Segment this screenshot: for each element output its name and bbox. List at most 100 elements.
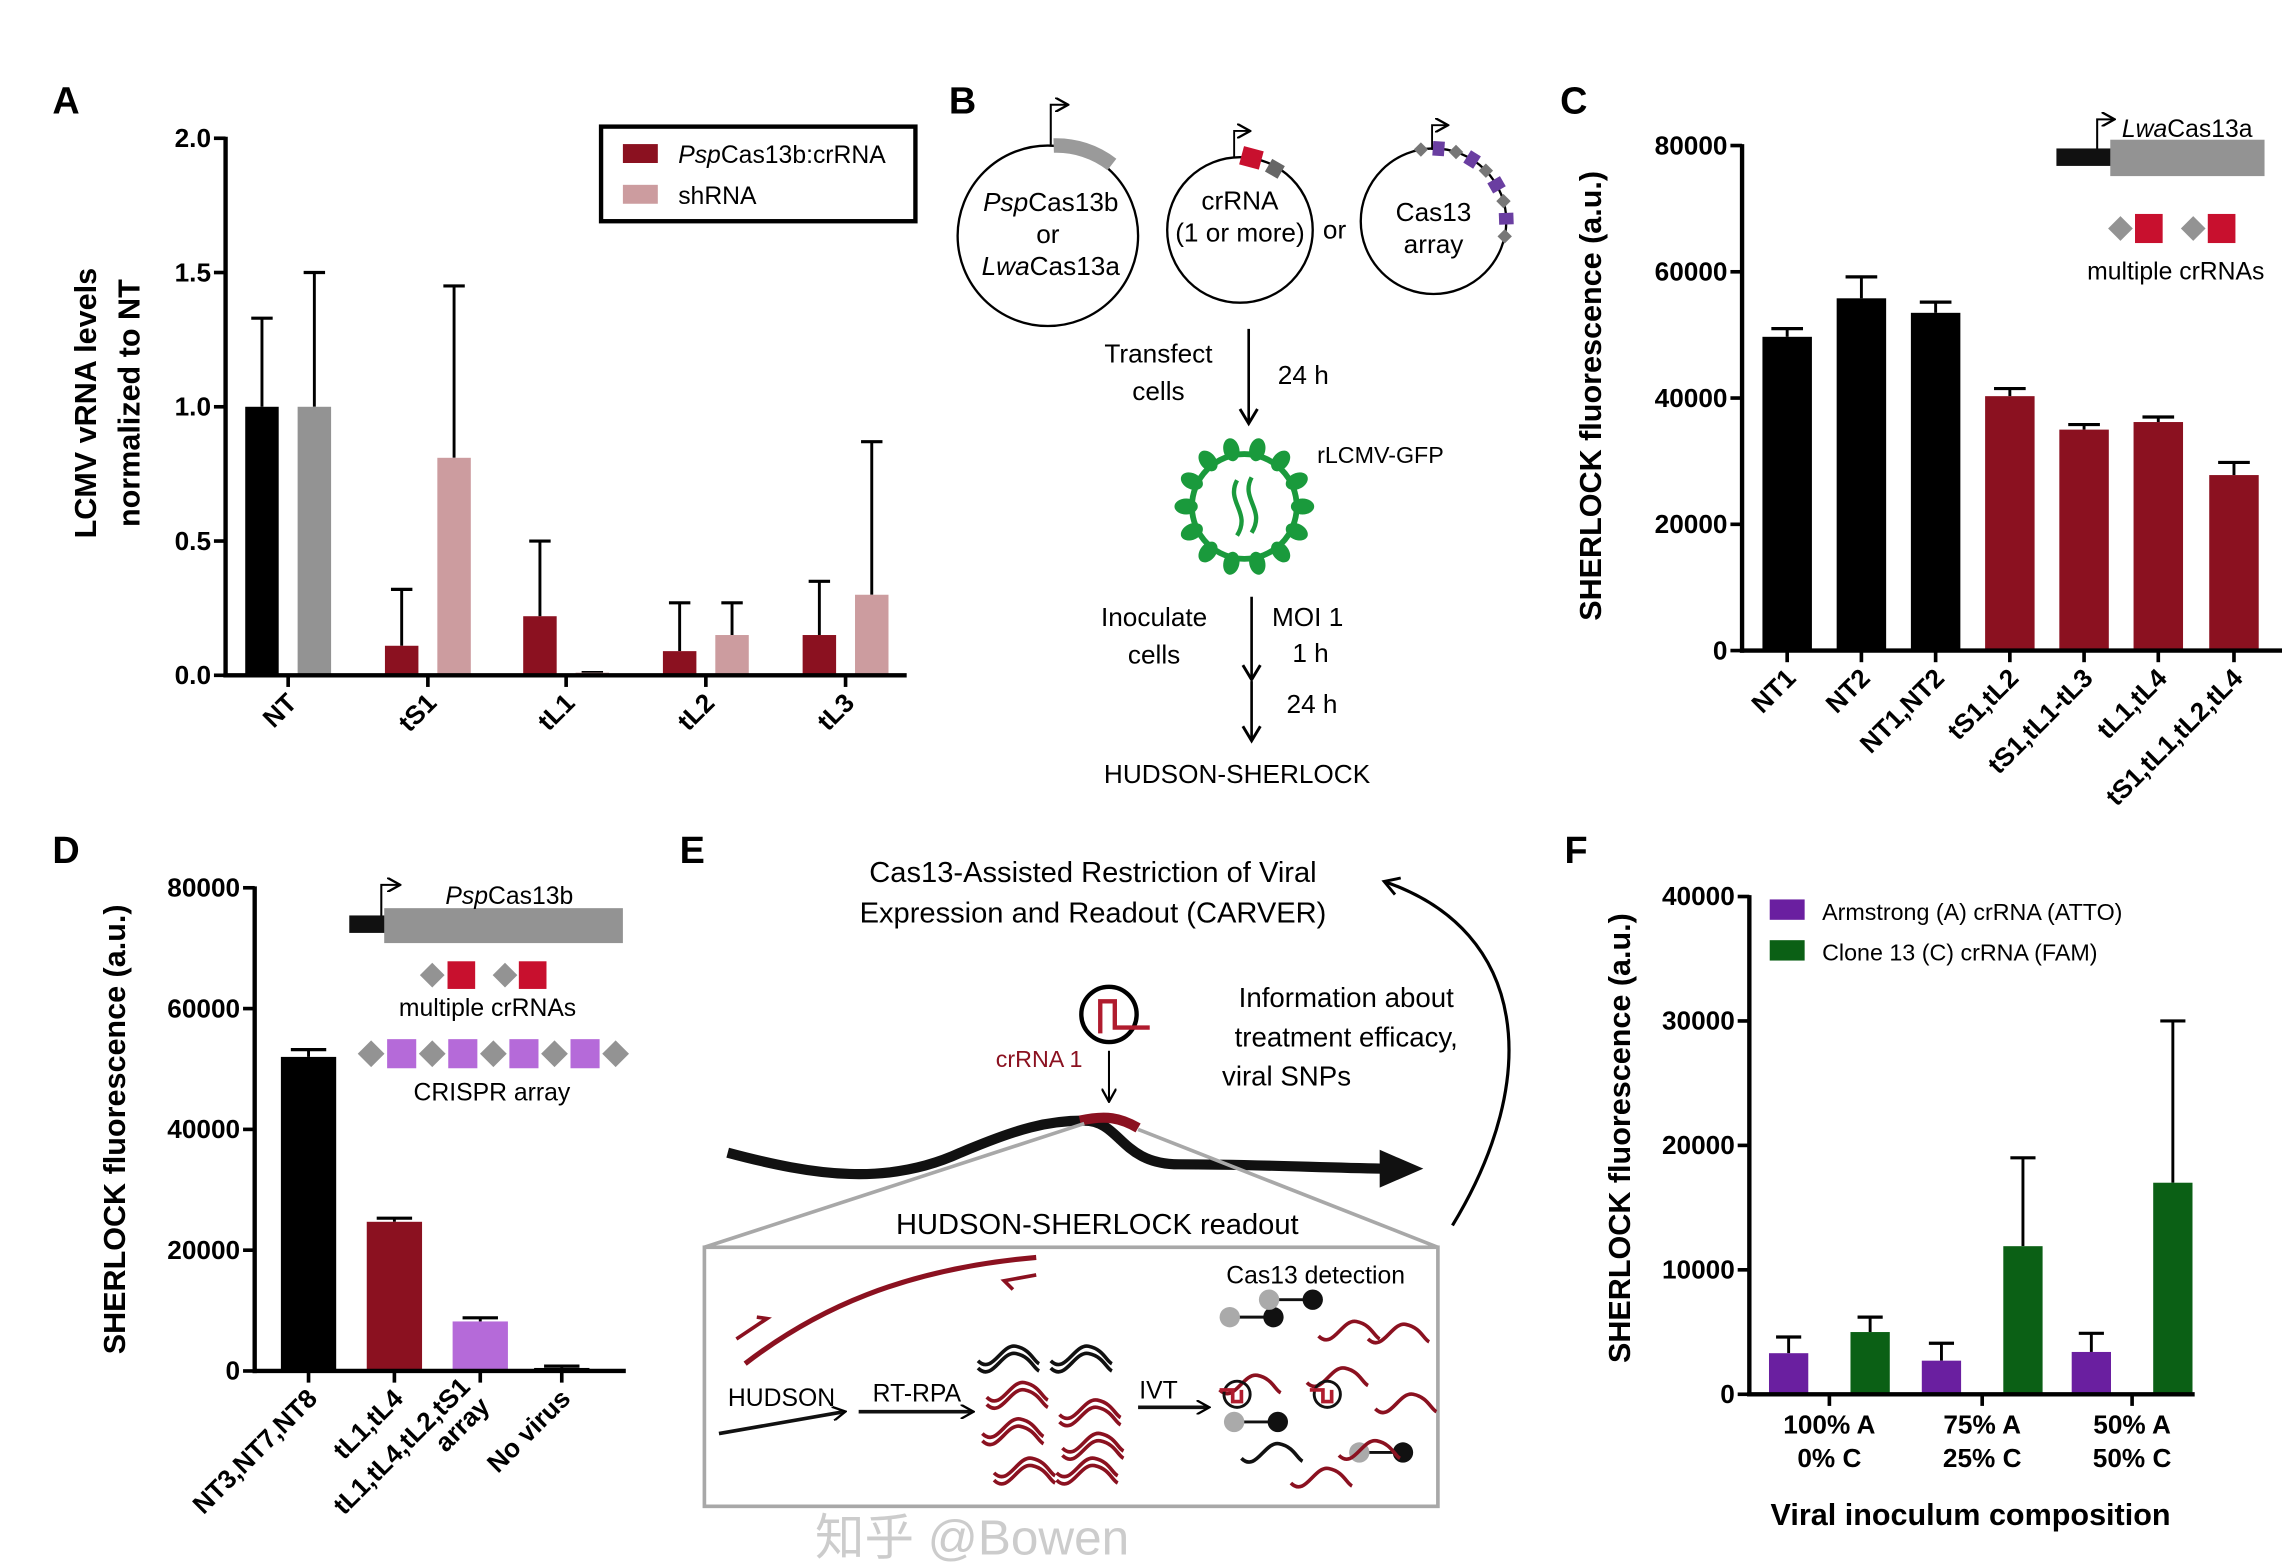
step1-time: 24 h <box>1278 360 1329 390</box>
rna-squiggle <box>992 1463 1057 1486</box>
inset-pspcas13b: PspCas13b multiple crRNAs CRISPR array <box>349 883 629 1106</box>
quencher-icon <box>1302 1289 1323 1310</box>
fluorophore-icon <box>1219 1306 1240 1328</box>
chart-f: SHERLOCK fluorescence (a.u.) Viral inocu… <box>1603 881 2195 1532</box>
bar-ts1-tl1-tl2-tl4 <box>2209 475 2259 651</box>
bar-50-a-50-c <box>2071 1351 2111 1395</box>
step2-line2: cells <box>1128 640 1180 670</box>
x-tick-label: 25% C <box>1943 1443 2022 1473</box>
hudson-label: HUDSON <box>728 1385 835 1412</box>
legend-label-clone13: Clone 13 (C) crRNA (FAM) <box>1822 940 2097 966</box>
glycoprotein-icon <box>1290 498 1315 515</box>
spacer-icon <box>1487 176 1506 194</box>
x-tick-label: No virus <box>481 1383 576 1478</box>
repeat-diamond-icon <box>419 962 445 988</box>
viral-rna-strand <box>726 1115 1383 1180</box>
y-tick-label: 0 <box>1720 1379 1735 1409</box>
bar-nt1 <box>1762 336 1812 651</box>
plasmid-text-line2: array <box>1404 229 1465 259</box>
rna-squiggle <box>976 1344 1041 1367</box>
legend-f: Armstrong (A) crRNA (ATTO) Clone 13 (C) … <box>1769 899 2122 966</box>
inset-caption-array: CRISPR array <box>414 1079 571 1106</box>
spacer-icon <box>1463 150 1481 169</box>
y-tick-label: 40000 <box>167 1114 240 1144</box>
glycoprotein-icon <box>1285 472 1308 491</box>
x-tick-label: NT1 <box>1745 663 1801 719</box>
panel-b-diagram: PspCas13b or LwaCas13a crRNA (1 or more)… <box>956 105 1514 789</box>
glycoprotein-icon <box>1198 450 1218 472</box>
quencher-icon <box>1263 1306 1284 1328</box>
x-tick-label-line: NT3,NT7,NT8 <box>187 1383 323 1519</box>
y-tick-label: 0.5 <box>175 526 211 556</box>
plasmid-crrna: crRNA (1 or more) <box>1166 131 1314 304</box>
legend-swatch-armstrong <box>1769 899 1805 920</box>
spacer-square-icon <box>2135 213 2163 244</box>
bar-75-a-25-c <box>1921 1360 1962 1395</box>
y-axis-title-line1: LCMV vRNA levels <box>69 268 103 538</box>
fluorophore-icon <box>1258 1289 1280 1310</box>
repeat-diamond-icon <box>1413 142 1429 157</box>
x-tick-label: tS1 <box>392 687 442 737</box>
y-tick-label: 60000 <box>1655 257 1728 287</box>
panel-label-f: F <box>1565 830 1588 872</box>
carver-title-line1: Cas13-Assisted Restriction of Viral <box>869 857 1316 889</box>
panel-e-diagram: Cas13-Assisted Restriction of Viral Expr… <box>702 857 1511 1509</box>
repeat-diamond-icon <box>1448 144 1464 160</box>
plasmid-cas13: PspCas13b or LwaCas13a <box>956 105 1140 328</box>
legend-label-psp: PspCas13b:crRNA <box>678 142 886 169</box>
arrow-icon <box>718 1412 844 1436</box>
promoter-arrow-icon <box>2096 119 2113 149</box>
rtrpa-label: RT-RPA <box>873 1381 962 1408</box>
rna-squiggle <box>1374 1392 1438 1415</box>
rna-squiggle <box>976 1351 1041 1374</box>
readout-label: HUDSON-SHERLOCK <box>1104 759 1371 789</box>
rna-squiggle <box>1218 1373 1282 1396</box>
crrna-icon <box>1219 1388 1244 1404</box>
step1-line1: Transfect <box>1104 338 1213 368</box>
y-tick-label: 40000 <box>1662 881 1735 911</box>
legend-label-shrna: shRNA <box>678 183 757 210</box>
bar-ts1 <box>437 457 471 676</box>
glycoprotein-icon <box>1198 541 1218 563</box>
bar-ts1-tl2 <box>1985 396 2035 651</box>
spacer-square-icon <box>448 1039 478 1069</box>
x-tick-label: tL3 <box>811 687 860 736</box>
rna-squiggle <box>981 1417 1045 1440</box>
inset-caption-crrnas: multiple crRNAs <box>399 995 576 1022</box>
genome-icon <box>1246 476 1259 534</box>
readout-box <box>702 1245 1440 1509</box>
repeat-diamond-icon <box>1497 229 1512 244</box>
bar-ts1 <box>384 645 419 676</box>
primer-icon <box>1000 1273 1037 1291</box>
rna-squiggle <box>985 1388 1049 1410</box>
legend-label-armstrong: Armstrong (A) crRNA (ATTO) <box>1822 899 2122 925</box>
y-axis-title: SHERLOCK fluorescence (a.u.) <box>1574 171 1608 621</box>
bar-tl3 <box>802 635 837 676</box>
genome-icon <box>1231 479 1244 537</box>
strand-arrowhead-icon <box>1379 1149 1424 1188</box>
spacer-icon <box>1498 212 1514 225</box>
repeat-diamond-icon <box>492 962 518 988</box>
repeat-diamond-icon <box>479 1040 507 1068</box>
glycoprotein-icon <box>1249 551 1266 575</box>
x-tick-label-line: NT <box>257 687 303 733</box>
x-tick-label: 50% A <box>2093 1410 2171 1440</box>
or-text: or <box>1323 215 1347 245</box>
y-tick-label: 40000 <box>1655 383 1728 413</box>
promoter-arrow-icon <box>1049 105 1067 146</box>
bar-tl1-tl4 <box>366 1221 423 1371</box>
gene-arc <box>1053 138 1117 171</box>
panel-label-e: E <box>680 830 705 872</box>
rna-squiggle <box>1058 1398 1122 1421</box>
y-tick-label: 80000 <box>1655 130 1728 160</box>
promoter-arrow-icon <box>1233 131 1249 158</box>
rna-squiggle <box>1061 1439 1125 1461</box>
chart-d: SHERLOCK fluorescence (a.u.) PspCas13b m… <box>98 873 629 1520</box>
y-tick-label: 2.0 <box>175 123 211 153</box>
x-tick-label: tL1 <box>532 687 581 736</box>
y-tick-label: 10000 <box>1662 1255 1735 1285</box>
repeat-diamond-icon <box>357 1040 385 1068</box>
bar-100-a-0-c <box>1768 1353 1809 1395</box>
bar-nt3-nt7-nt8 <box>280 1056 337 1371</box>
